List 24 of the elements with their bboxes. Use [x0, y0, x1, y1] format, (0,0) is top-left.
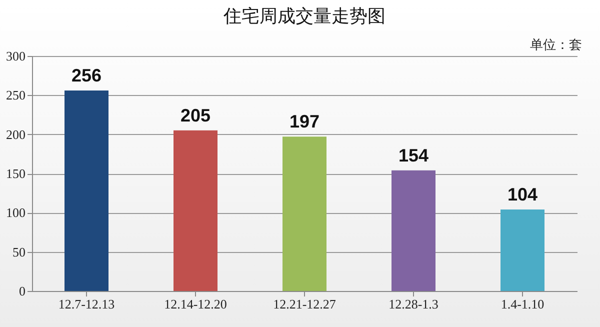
text: 单位：套: [530, 37, 582, 54]
y-tick-label: 150: [6, 166, 26, 181]
y-tick-label: 50: [12, 244, 26, 260]
data-label: 256: [71, 65, 102, 86]
y-tick-label: 300: [6, 48, 26, 64]
data-label: 197: [289, 112, 320, 132]
bar: [392, 170, 436, 291]
y-tick-label: 250: [6, 88, 26, 103]
x-tick-label: 1.4-1.10: [500, 296, 544, 312]
y-tick-label: 0: [19, 284, 26, 298]
x-tick-label: 12.7-12.13: [58, 296, 115, 312]
chart-title: 住宅周成交量走势图: [222, 6, 386, 27]
data-label: 104: [507, 184, 538, 205]
x-tick-label: 12.21-12.27: [273, 296, 336, 312]
data-label: 154: [398, 145, 429, 166]
y-tick-label: 100: [6, 205, 26, 220]
data-label: 205: [180, 105, 211, 126]
bar: [174, 130, 218, 291]
x-tick-label: 12.14-12.20: [164, 296, 227, 312]
y-tick-label: 200: [6, 126, 26, 142]
bar: [64, 90, 108, 291]
x-tick-label: 12.28-1.3: [388, 296, 438, 312]
bar: [282, 136, 326, 291]
bar: [500, 210, 544, 291]
